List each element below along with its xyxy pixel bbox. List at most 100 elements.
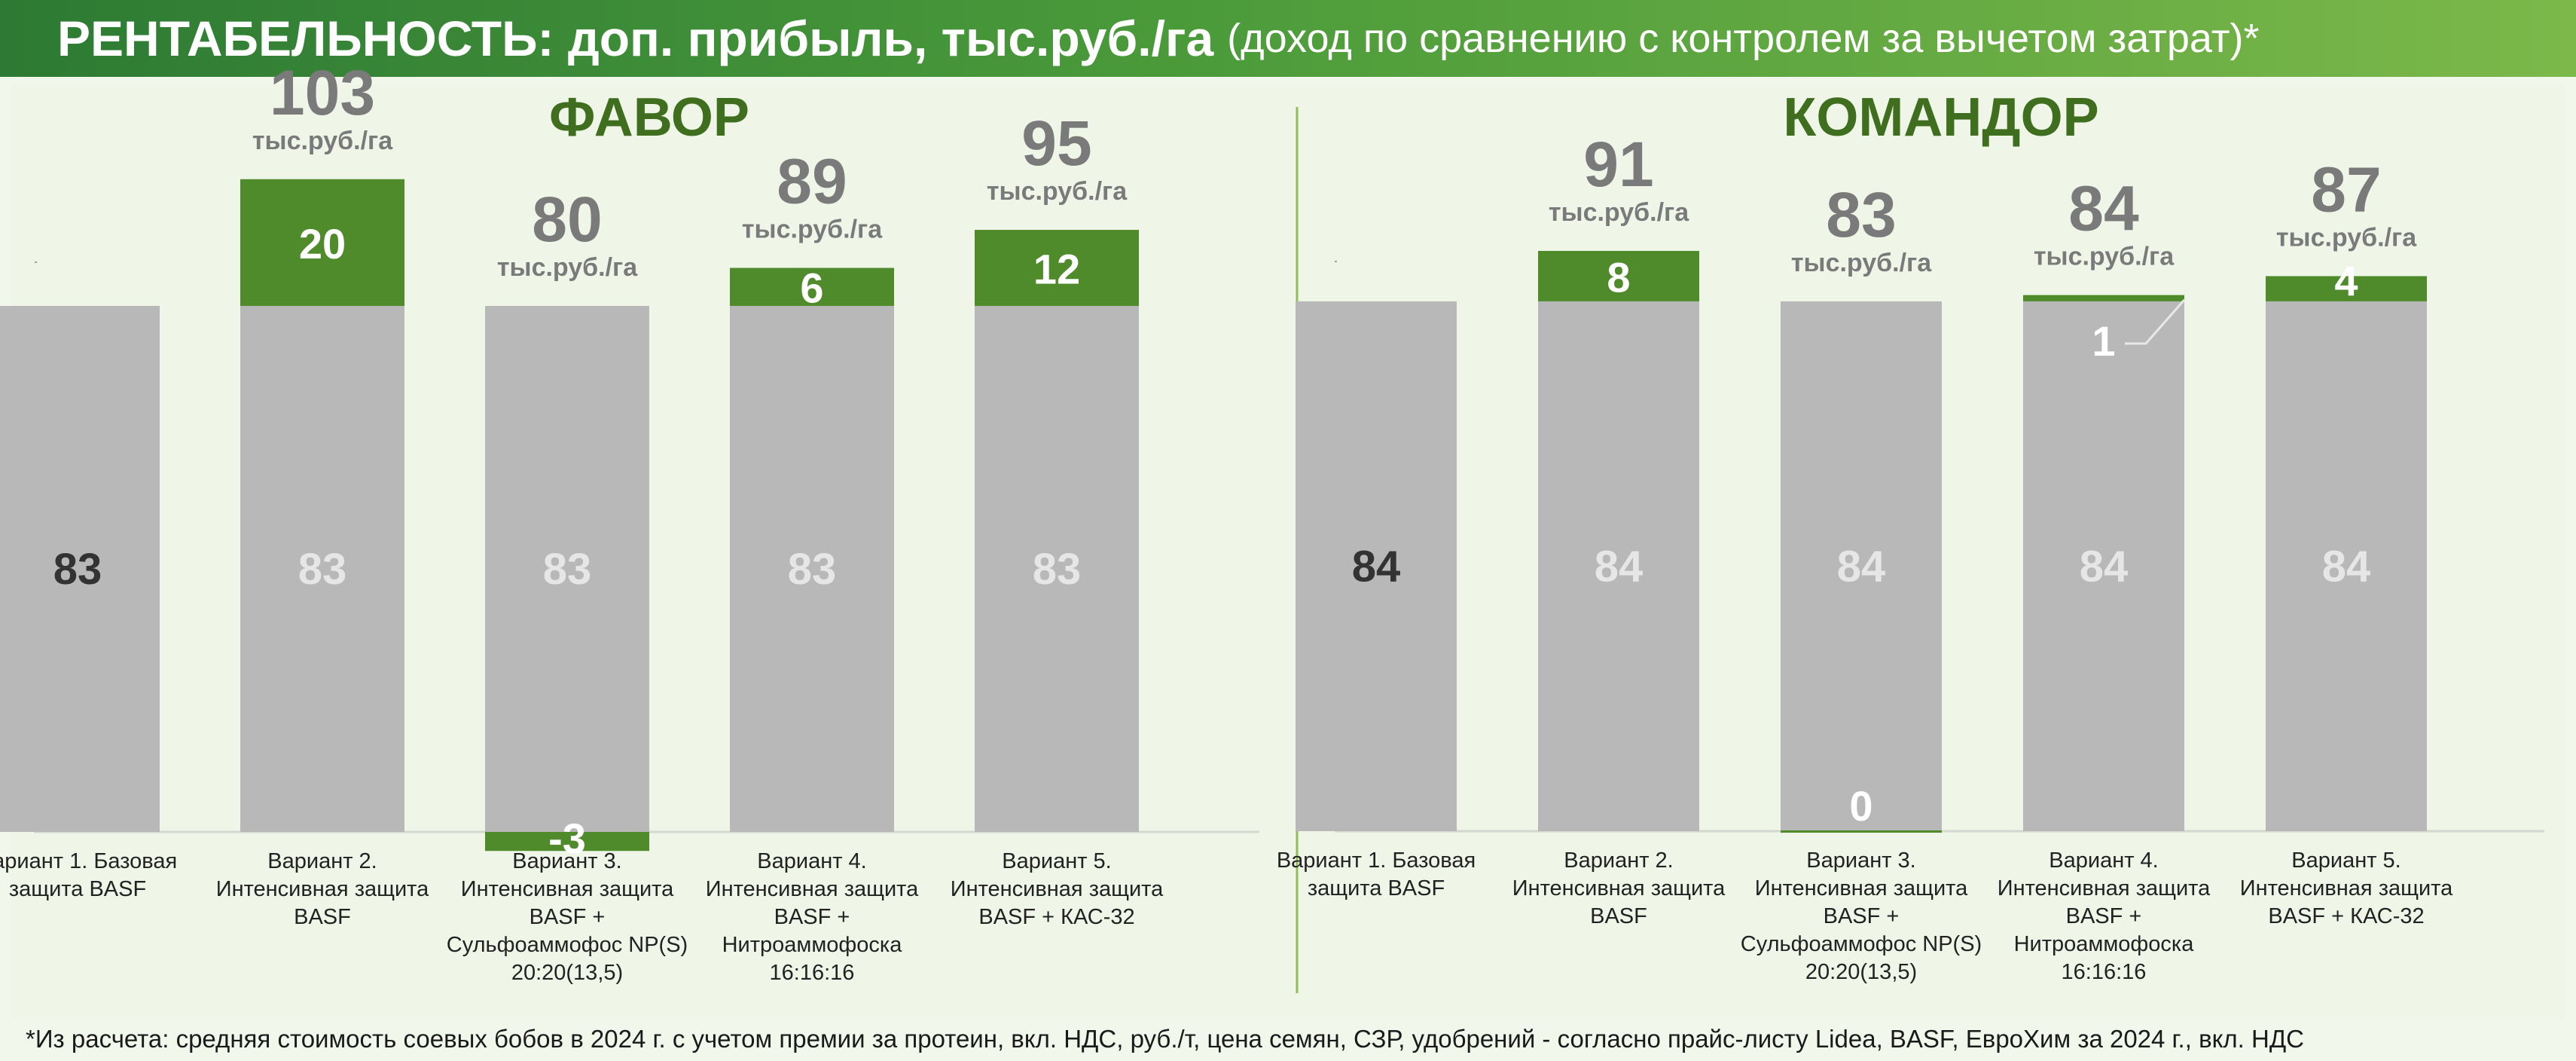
x-tick-label-line: BASF + КАС-32 [978, 905, 1134, 929]
total-value-label: 84 [2068, 173, 2139, 244]
x-tick-label-line: Интенсивная защита [1998, 876, 2211, 900]
x-tick-label-line: Интенсивная защита [1755, 876, 1968, 900]
x-tick-label: Вариант 1. Базовая защита BASF [1277, 848, 1476, 900]
total-unit-label: тыс.руб./га [742, 216, 883, 244]
x-tick-label-line: 20:20(13,5) [511, 961, 623, 985]
x-tick-label: Вариант 2. Интенсивная защита BASF [1512, 848, 1726, 928]
x-tick-label-line: BASF [1590, 904, 1647, 928]
x-tick-label-line: Сульфоаммофос NP(S) [447, 933, 688, 957]
x-tick-label-line: Вариант 2. [267, 849, 377, 873]
x-tick-label-line: Вариант 3. [512, 849, 621, 873]
x-tick-label-line: Интенсивная защита [216, 877, 429, 901]
x-tick-label-line: Вариант 4. [757, 849, 866, 873]
page-title: РЕНТАБЕЛЬНОСТЬ: доп. прибыль, тыс.руб./г… [57, 11, 1214, 66]
total-unit-label: тыс.руб./га [2276, 223, 2417, 252]
x-tick-label: Вариант 4. Интенсивная защита BASF + Нитроа… [1998, 848, 2211, 984]
total-value-label: 80 [532, 184, 602, 255]
bar-gain [975, 230, 1139, 306]
x-tick-label-line: 16:16:16 [2062, 960, 2147, 984]
bar-base-label: 83 [53, 545, 102, 594]
bar-base [1781, 301, 1942, 831]
bar-gain [730, 268, 894, 306]
bar-gain [1538, 250, 1699, 301]
page-subtitle: (доход по сравнению с контролем за вычет… [1227, 16, 2260, 61]
x-tick-label-line: защита BASF [9, 877, 146, 901]
gain-label-leader [2125, 298, 2186, 345]
x-tick-label-line: Вариант 5. [1002, 849, 1111, 873]
bar-gain-label: 0 [1849, 782, 1872, 830]
bar-base [2266, 301, 2427, 831]
total-unit-label: тыс.руб./га [987, 177, 1128, 206]
x-tick-label-line: BASF + [2066, 904, 2142, 928]
bar-gain [2266, 276, 2427, 301]
title-bar: РЕНТАБЕЛЬНОСТЬ: доп. прибыль, тыс.руб./г… [0, 0, 2576, 77]
bar-base-label: 84 [1595, 542, 1644, 591]
total-value-label: 95 [1021, 108, 1091, 179]
x-tick-label-line: BASF + [774, 905, 850, 929]
bar-base-label: 83 [543, 545, 592, 594]
bar-base-label: 84 [2080, 542, 2129, 591]
total-unit-label: тыс.руб./га [1791, 249, 1932, 277]
x-tick-label-line: Вариант 5. [2291, 848, 2401, 873]
x-tick-label-line: Вариант 3. [1806, 848, 1915, 873]
bar-gain [240, 179, 404, 306]
bar-gain [1781, 830, 1942, 833]
x-tick-label: Вариант 3. Интенсивная защита BASF + Сульфо… [1741, 848, 1982, 984]
total-value-label: 103 [270, 57, 375, 128]
x-tick-label-line: Интенсивная защита [1512, 876, 1726, 900]
chart-title: КОМАНДОР [1783, 87, 2098, 148]
bar-base [485, 305, 649, 833]
total-value-label: 91 [1583, 129, 1653, 200]
bar-gain-label: 12 [1033, 246, 1080, 293]
x-tick-label: Вариант 4. Интенсивная защита BASF + Нитроа… [706, 849, 919, 985]
bar-gain [485, 832, 649, 852]
x-tick-label-line: Сульфоаммофос NP(S) [1741, 932, 1982, 956]
x-tick-label-line: Нитроаммофоска [2014, 932, 2195, 956]
bar-gain-label: -3 [548, 815, 586, 862]
bar-base-label: 83 [298, 545, 347, 594]
total-unit-label: тыс.руб./га [1549, 198, 1689, 227]
total-value-label: 89 [777, 146, 847, 217]
x-tick-label-line: BASF + КАС-32 [2268, 904, 2424, 928]
total-unit-label: тыс.руб./га [497, 253, 638, 282]
x-tick-label: Вариант 5. Интенсивная защита BASF + КАС-3… [951, 849, 1164, 929]
x-tick-label-line: Интенсивная защита [2240, 876, 2453, 900]
x-tick-label-line: Вариант 2. [1564, 848, 1673, 873]
x-tick-label-line: BASF + [1824, 904, 1900, 928]
bar-base [240, 305, 404, 833]
total-unit-label: тыс.руб./га [252, 127, 393, 155]
x-tick-label-line: Интенсивная защита [461, 877, 674, 901]
bar-gain-label: 20 [299, 220, 346, 268]
bar-base [730, 305, 894, 833]
x-tick-label: Вариант 1. Базовая защита BASF [0, 849, 177, 901]
x-tick-label-line: защита BASF [1308, 876, 1445, 900]
bar-base-label: 83 [788, 545, 837, 594]
bar-base-label: 84 [1837, 542, 1886, 591]
x-tick-label: Вариант 3. Интенсивная защита BASF + Сульфо… [447, 849, 688, 985]
bar-base [1296, 301, 1457, 831]
chart-title: ФАВОР [549, 87, 749, 148]
x-tick-label-line: 20:20(13,5) [1805, 960, 1917, 984]
total-value-label: 83 [1826, 179, 1896, 250]
x-tick-label-line: BASF [294, 905, 351, 929]
x-tick-label: Вариант 5. Интенсивная защита BASF + КАС-3… [2240, 848, 2453, 928]
total-unit-label: тыс.руб./га [2034, 243, 2175, 271]
bar-base [2023, 301, 2184, 831]
x-tick-label-line: 16:16:16 [770, 961, 855, 985]
bar-gain-label: 1 [2092, 317, 2115, 365]
x-tick-label-line: Нитроаммофоска [722, 933, 903, 957]
bar-base [975, 305, 1139, 833]
bar-gain [2023, 295, 2184, 301]
x-tick-label-line: Интенсивная защита [951, 877, 1164, 901]
bar-gain-label: 6 [800, 264, 823, 312]
bar-gain-label: 8 [1607, 253, 1630, 301]
x-tick-label-line: Вариант 4. [2049, 848, 2158, 873]
bar-base-label: 83 [1033, 545, 1082, 594]
x-tick-label: Вариант 2. Интенсивная защита BASF [216, 849, 429, 929]
bar-base [0, 305, 160, 833]
bar-base-label: 84 [2322, 542, 2371, 591]
x-tick-label-line: Вариант 1. Базовая [0, 849, 177, 873]
bar-base-label: 84 [1352, 542, 1401, 591]
x-tick-label-line: Интенсивная защита [706, 877, 919, 901]
